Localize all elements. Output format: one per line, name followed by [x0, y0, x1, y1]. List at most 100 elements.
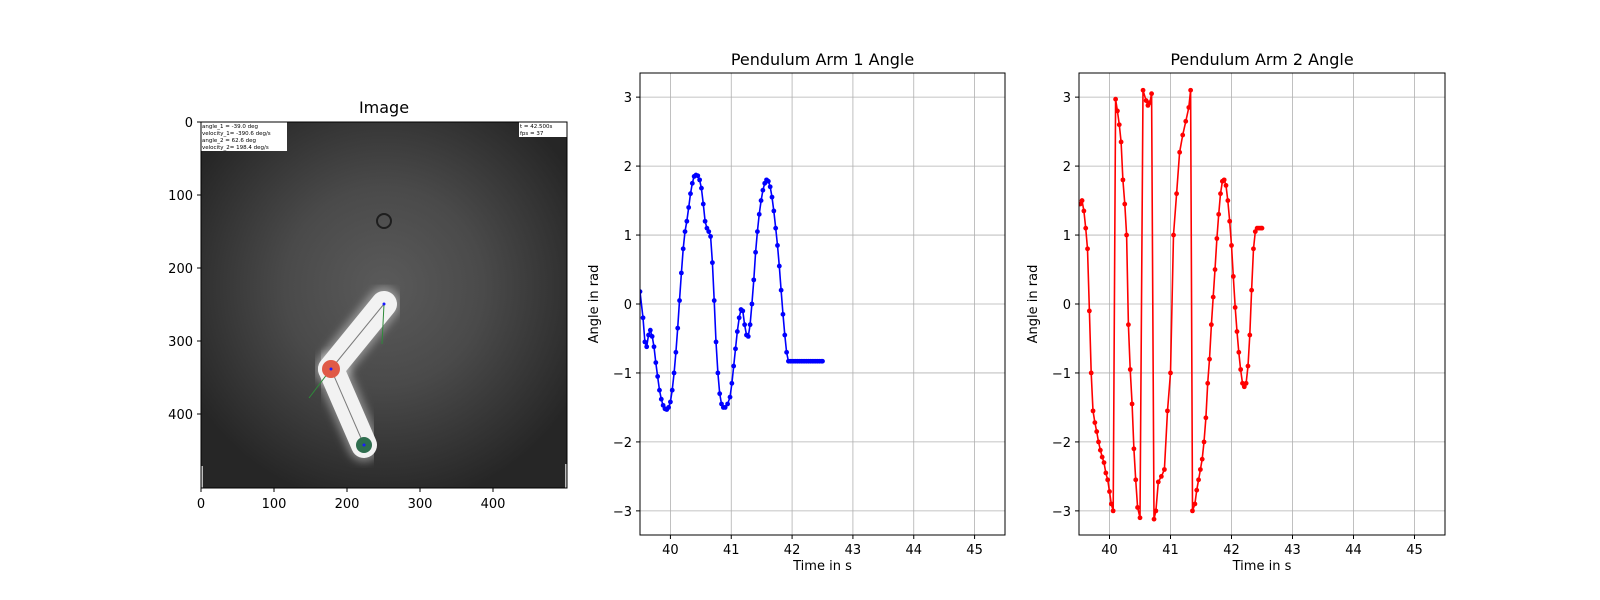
- series: [1079, 87, 1265, 522]
- x-tick-label: 42: [1223, 543, 1240, 558]
- data-point: [1135, 505, 1140, 510]
- data-point: [1227, 218, 1233, 224]
- data-point: [711, 298, 717, 303]
- data-point: [671, 370, 677, 376]
- data-point: [1108, 501, 1114, 507]
- data-point: [1094, 429, 1100, 434]
- data-point: [668, 399, 673, 405]
- x-tick-label: 45: [966, 543, 983, 558]
- data-point: [1216, 211, 1222, 217]
- y-tick-label: 3: [624, 91, 632, 106]
- data-point: [1180, 132, 1186, 138]
- data-point: [1201, 439, 1207, 445]
- data-point: [1251, 246, 1256, 252]
- data-point: [1230, 274, 1236, 279]
- data-point: [1247, 332, 1253, 338]
- data-point: [1105, 477, 1111, 483]
- overlay-line: velocity_1= -390.6 deg/s: [202, 131, 271, 137]
- data-point: [1101, 460, 1107, 465]
- chart-arm2-angle: 40 41 42 43 44 45 3 2 1 0 −1 −2 −3 Pendulum Arm 2 Ang…: [1026, 50, 1446, 574]
- data-point: [677, 298, 682, 303]
- image-y-tick-label: 100: [168, 189, 193, 204]
- data-point: [1234, 329, 1240, 334]
- data-point: [640, 315, 646, 321]
- data-point: [717, 391, 723, 397]
- data-point: [702, 218, 708, 224]
- data-point: [1245, 363, 1251, 369]
- data-point: [1079, 198, 1085, 203]
- data-point: [649, 334, 655, 339]
- data-point: [688, 191, 693, 197]
- image-axes-frame: [200, 121, 568, 489]
- image-x-tick-label: 100: [262, 497, 287, 512]
- data-point: [1203, 415, 1209, 421]
- data-point: [1140, 87, 1146, 93]
- y-tick-label: 2: [1063, 160, 1071, 175]
- image-panel: Image: [168, 98, 568, 512]
- data-point: [1107, 489, 1112, 494]
- data-point: [713, 339, 719, 345]
- data-point: [678, 270, 684, 276]
- data-point: [1225, 198, 1231, 203]
- data-point: [1103, 470, 1109, 476]
- data-point: [699, 185, 704, 191]
- image-y-tick-label: 0: [185, 116, 193, 131]
- image-y-tick-label: 200: [168, 262, 193, 277]
- pendulum-arms: [308, 287, 401, 462]
- data-point: [776, 263, 782, 269]
- series-line: [1079, 89, 1262, 520]
- image-x-tick-label: 300: [408, 497, 433, 512]
- data-point: [1090, 408, 1096, 414]
- data-point: [734, 329, 740, 334]
- data-point: [1129, 401, 1135, 407]
- data-point: [684, 218, 690, 224]
- data-point: [758, 198, 764, 203]
- data-point: [1243, 380, 1249, 386]
- data-point: [1147, 100, 1153, 106]
- chart-title: Pendulum Arm 2 Angle: [1170, 50, 1353, 69]
- data-point: [760, 187, 766, 193]
- data-point: [1120, 177, 1126, 183]
- data-point: [686, 205, 692, 210]
- overlay-line: fps = 37: [520, 131, 544, 137]
- x-tick-label: 43: [845, 543, 862, 558]
- image-x-tick-label: 400: [481, 497, 506, 512]
- data-point: [1196, 477, 1201, 483]
- data-point: [773, 225, 779, 231]
- y-tick-label: −3: [613, 505, 632, 520]
- data-point: [1086, 308, 1092, 314]
- y-axis-label: Angle in rad: [587, 265, 602, 344]
- data-point: [765, 178, 771, 184]
- x-axis-label: Time in s: [1232, 559, 1292, 574]
- data-point: [1174, 191, 1179, 197]
- data-point: [778, 287, 784, 293]
- y-tick-label: −3: [1052, 505, 1071, 520]
- data-point: [731, 363, 737, 369]
- data-point: [1116, 122, 1122, 128]
- x-axis-label: Time in s: [792, 559, 852, 574]
- data-point: [1088, 370, 1094, 376]
- data-point: [722, 405, 728, 410]
- data-point: [725, 401, 730, 407]
- data-point: [1194, 487, 1200, 493]
- image-y-tick-label: 300: [168, 335, 193, 350]
- data-point: [771, 208, 777, 214]
- data-point: [1092, 420, 1098, 426]
- data-point: [657, 387, 662, 393]
- data-point: [1171, 232, 1176, 238]
- data-point: [1097, 447, 1103, 453]
- data-point: [1126, 322, 1131, 328]
- data-point: [1083, 225, 1089, 231]
- data-point: [1131, 446, 1137, 452]
- overlay-line: velocity_2= 198.4 deg/s: [202, 145, 269, 151]
- data-point: [697, 177, 703, 183]
- y-tick-label: −1: [1052, 367, 1071, 382]
- data-point: [673, 349, 679, 355]
- data-point: [1190, 508, 1195, 514]
- y-tick-label: 0: [1063, 298, 1071, 313]
- data-point: [708, 234, 713, 239]
- data-point: [1192, 501, 1198, 507]
- data-point: [1197, 467, 1203, 472]
- x-tick-label: 40: [1101, 543, 1118, 558]
